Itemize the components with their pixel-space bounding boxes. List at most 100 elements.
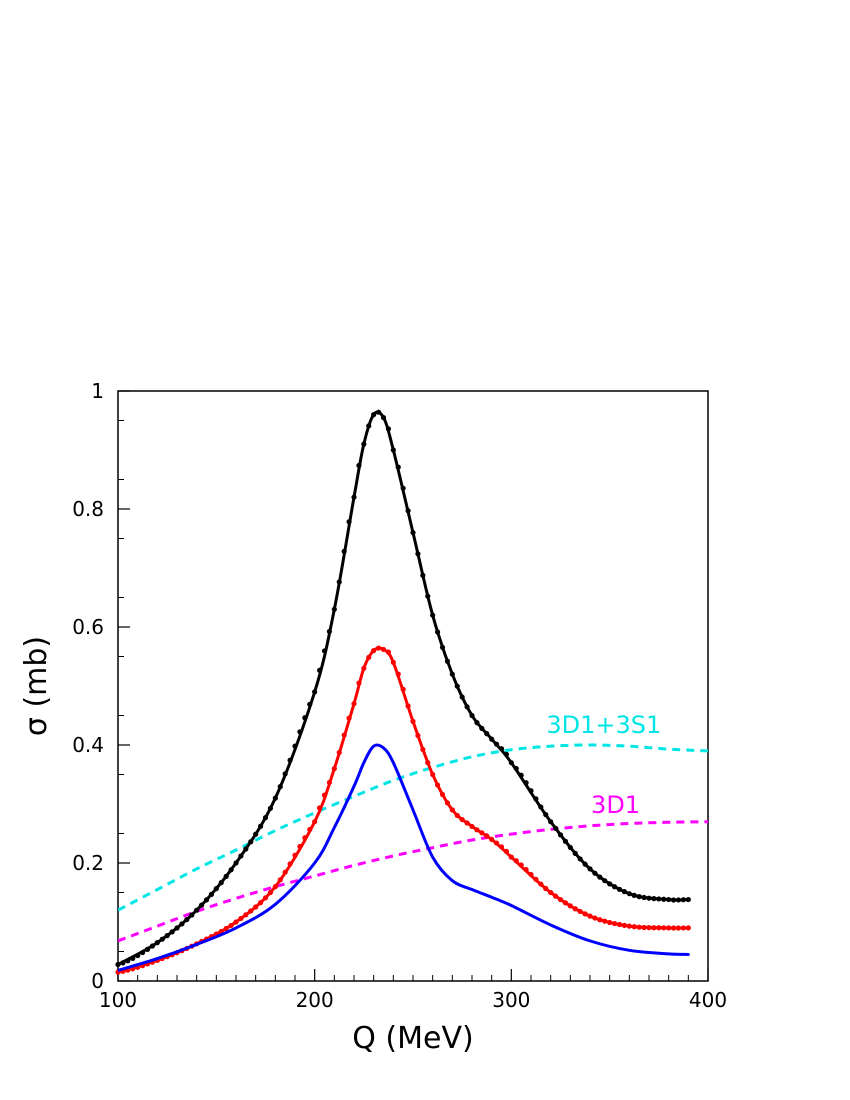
series-point-2 <box>543 812 549 818</box>
series-point-2 <box>120 960 126 966</box>
series-point-2 <box>439 644 446 650</box>
series-point-2 <box>346 519 352 525</box>
series-point-2 <box>115 961 121 968</box>
series-point-3 <box>523 866 529 873</box>
series-point-2 <box>587 866 593 872</box>
series-point-2 <box>503 751 510 757</box>
series-point-2 <box>626 891 632 897</box>
series-point-3 <box>371 648 377 654</box>
series-point-3 <box>503 848 510 854</box>
series-point-2 <box>149 943 156 949</box>
series-point-3 <box>557 896 564 903</box>
series-point-2 <box>405 508 411 514</box>
series-point-3 <box>341 732 347 738</box>
series-point-3 <box>331 766 337 772</box>
series-point-3 <box>302 835 308 841</box>
series-point-3 <box>479 830 485 836</box>
series-point-2 <box>277 784 283 790</box>
series-point-3 <box>641 924 647 931</box>
series-point-3 <box>498 844 505 850</box>
series-point-2 <box>631 892 637 898</box>
y-tick-label: 1 <box>91 379 104 403</box>
series-point-2 <box>508 760 514 766</box>
series-point-3 <box>262 895 269 901</box>
series-point-3 <box>351 701 357 707</box>
series-point-2 <box>366 423 372 429</box>
series-point-3 <box>454 812 460 819</box>
series-point-3 <box>233 919 239 925</box>
series-point-3 <box>385 649 392 655</box>
series-point-3 <box>631 924 637 930</box>
series-point-2 <box>184 916 190 923</box>
series-point-3 <box>651 925 657 931</box>
series-point-2 <box>375 409 382 415</box>
series-point-2 <box>262 815 269 821</box>
series-point-3 <box>415 732 421 739</box>
series-point-2 <box>548 819 554 825</box>
series-point-3 <box>405 703 411 709</box>
series-point-2 <box>528 788 534 794</box>
series-point-3 <box>489 836 495 843</box>
series-point-2 <box>611 884 618 890</box>
series-point-3 <box>528 871 534 878</box>
series-point-2 <box>208 891 215 897</box>
series-point-2 <box>621 889 628 895</box>
series-point-2 <box>213 886 219 892</box>
series-point-3 <box>518 862 524 868</box>
series-point-3 <box>626 923 632 929</box>
series-point-3 <box>297 843 303 850</box>
y-axis-title: σ (mb) <box>19 636 54 736</box>
series-point-3 <box>670 925 677 931</box>
series-point-3 <box>410 718 416 725</box>
series-point-2 <box>415 551 421 557</box>
series-point-2 <box>597 874 603 880</box>
series-point-3 <box>449 807 455 813</box>
series-point-3 <box>430 771 436 778</box>
series-point-2 <box>292 743 298 749</box>
series-point-3 <box>621 922 628 928</box>
series-point-2 <box>661 896 667 902</box>
series-point-3 <box>248 908 254 914</box>
series-point-3 <box>228 922 234 929</box>
series-point-2 <box>154 940 160 946</box>
series-point-3 <box>375 645 382 651</box>
series-point-2 <box>616 886 623 892</box>
series-point-3 <box>326 779 333 786</box>
series-point-3 <box>425 760 431 766</box>
series-point-3 <box>292 852 298 858</box>
series-point-2 <box>371 412 377 418</box>
series-point-3 <box>282 869 288 875</box>
series-point-3 <box>439 791 446 798</box>
series-point-2 <box>498 746 505 752</box>
series-point-2 <box>198 902 205 908</box>
series-point-2 <box>223 873 229 879</box>
series-point-2 <box>425 593 431 599</box>
series-point-3 <box>597 917 603 923</box>
series-point-2 <box>179 921 185 927</box>
series-point-2 <box>326 628 333 635</box>
series-point-3 <box>223 925 229 932</box>
series-point-3 <box>277 877 283 883</box>
series-point-3 <box>400 686 406 692</box>
series-point-2 <box>636 894 642 900</box>
series-point-2 <box>434 629 441 635</box>
series-point-2 <box>336 579 342 585</box>
series-label-1: 3D1 <box>591 791 640 819</box>
series-point-2 <box>656 896 662 902</box>
series-point-2 <box>538 804 544 810</box>
series-point-2 <box>287 757 293 763</box>
series-point-3 <box>607 919 613 926</box>
series-point-2 <box>489 736 495 742</box>
series-point-3 <box>587 913 593 919</box>
series-point-3 <box>356 680 362 686</box>
series-point-2 <box>680 897 687 903</box>
series-point-2 <box>557 832 564 838</box>
series-point-3 <box>257 900 264 906</box>
series-point-2 <box>282 771 288 777</box>
series-point-3 <box>390 659 396 666</box>
series-point-2 <box>135 952 141 959</box>
series-point-3 <box>680 925 687 931</box>
series-line-4 <box>118 743 690 972</box>
series-point-3 <box>567 903 573 909</box>
series-point-2 <box>302 715 308 721</box>
